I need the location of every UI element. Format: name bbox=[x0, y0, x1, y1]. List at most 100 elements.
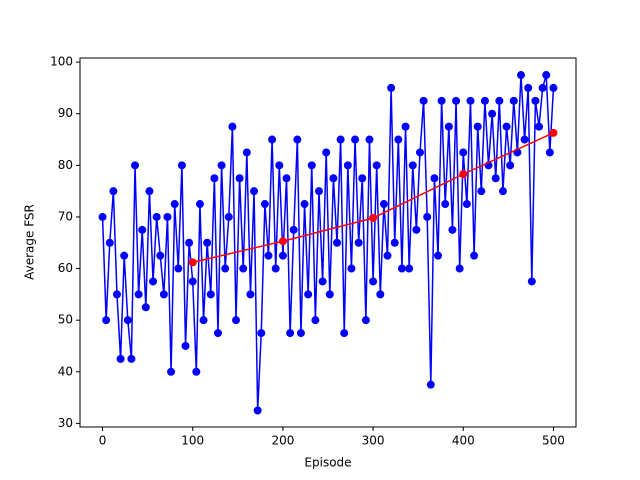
point bbox=[524, 83, 533, 92]
point bbox=[203, 238, 212, 247]
point bbox=[116, 354, 125, 363]
point bbox=[105, 238, 114, 247]
point bbox=[188, 258, 197, 267]
point bbox=[549, 83, 558, 92]
y-axis-label: Average FSR bbox=[23, 204, 37, 280]
point bbox=[271, 264, 280, 273]
point bbox=[369, 277, 378, 286]
y-tick-label: 100 bbox=[50, 55, 73, 69]
point bbox=[109, 187, 118, 196]
point bbox=[170, 200, 179, 209]
point bbox=[401, 122, 410, 131]
point bbox=[343, 161, 352, 170]
point bbox=[163, 212, 172, 221]
point bbox=[480, 96, 489, 105]
point bbox=[206, 290, 215, 299]
point bbox=[358, 174, 367, 183]
point bbox=[516, 71, 525, 80]
point bbox=[181, 341, 190, 350]
x-tick-label: 500 bbox=[542, 434, 565, 448]
point bbox=[239, 264, 248, 273]
point bbox=[145, 187, 154, 196]
plot-frame bbox=[79, 57, 577, 428]
point bbox=[434, 251, 443, 260]
point bbox=[296, 329, 305, 338]
point bbox=[188, 277, 197, 286]
point bbox=[336, 135, 345, 144]
point bbox=[509, 96, 518, 105]
point bbox=[423, 212, 432, 221]
point bbox=[322, 148, 331, 157]
point bbox=[98, 212, 107, 221]
point bbox=[134, 290, 143, 299]
point bbox=[441, 200, 450, 209]
point bbox=[545, 148, 554, 157]
point bbox=[318, 277, 327, 286]
point bbox=[452, 96, 461, 105]
y-tick-label: 80 bbox=[58, 158, 73, 172]
point bbox=[246, 290, 255, 299]
point bbox=[195, 200, 204, 209]
point bbox=[333, 238, 342, 247]
point bbox=[174, 264, 183, 273]
y-tick-label: 90 bbox=[58, 106, 73, 120]
point bbox=[376, 290, 385, 299]
point bbox=[459, 148, 468, 157]
point bbox=[242, 148, 251, 157]
point bbox=[397, 264, 406, 273]
x-tick-label: 200 bbox=[271, 434, 294, 448]
point bbox=[419, 96, 428, 105]
point bbox=[123, 316, 132, 325]
point bbox=[365, 135, 374, 144]
point bbox=[250, 187, 259, 196]
point bbox=[542, 71, 551, 80]
point bbox=[372, 161, 381, 170]
point bbox=[415, 148, 424, 157]
point bbox=[329, 174, 338, 183]
point bbox=[470, 251, 479, 260]
point bbox=[462, 200, 471, 209]
point bbox=[549, 128, 558, 137]
point bbox=[430, 174, 439, 183]
x-tick-label: 100 bbox=[181, 434, 204, 448]
point bbox=[477, 187, 486, 196]
point bbox=[307, 161, 316, 170]
point bbox=[224, 212, 233, 221]
point bbox=[488, 109, 497, 118]
point bbox=[235, 174, 244, 183]
point bbox=[138, 225, 147, 234]
point bbox=[455, 264, 464, 273]
point bbox=[286, 329, 295, 338]
point bbox=[278, 251, 287, 260]
point bbox=[437, 96, 446, 105]
point bbox=[221, 264, 230, 273]
point bbox=[347, 264, 356, 273]
point bbox=[535, 122, 544, 131]
point bbox=[192, 367, 201, 376]
point bbox=[408, 161, 417, 170]
point bbox=[185, 238, 194, 247]
point bbox=[444, 122, 453, 131]
point bbox=[253, 406, 262, 415]
point bbox=[383, 251, 392, 260]
point bbox=[354, 238, 363, 247]
point bbox=[502, 122, 511, 131]
point bbox=[361, 316, 370, 325]
point bbox=[379, 200, 388, 209]
x-tick-label: 400 bbox=[452, 434, 475, 448]
point bbox=[127, 354, 136, 363]
point bbox=[289, 225, 298, 234]
point bbox=[177, 161, 186, 170]
point bbox=[311, 316, 320, 325]
point bbox=[268, 135, 277, 144]
point bbox=[141, 303, 150, 312]
point bbox=[390, 238, 399, 247]
point bbox=[325, 290, 334, 299]
y-tick-label: 50 bbox=[58, 313, 73, 327]
point bbox=[466, 96, 475, 105]
point bbox=[278, 237, 287, 246]
y-tick-label: 70 bbox=[58, 209, 73, 223]
point bbox=[314, 187, 323, 196]
point bbox=[217, 161, 226, 170]
point bbox=[293, 135, 302, 144]
